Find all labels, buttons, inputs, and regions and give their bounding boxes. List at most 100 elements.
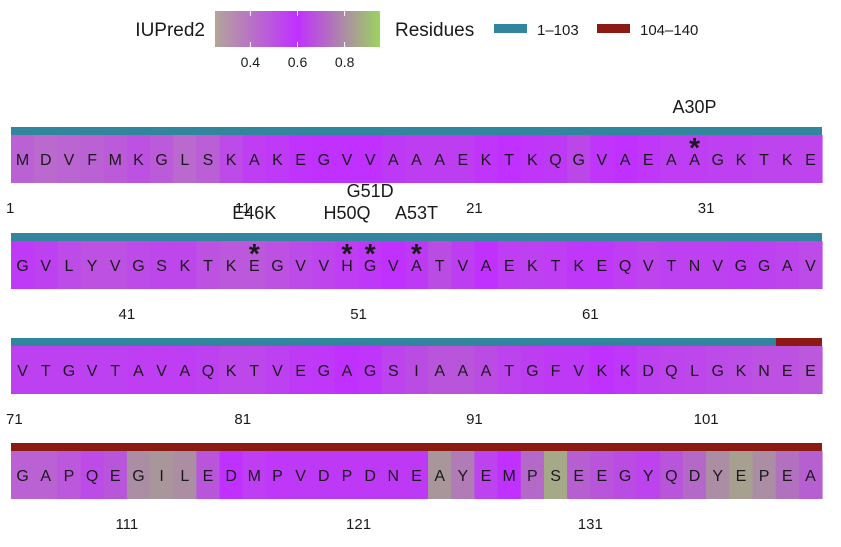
- residue-cell: [80, 241, 105, 289]
- residue-letter: G: [318, 363, 330, 380]
- legend-key-domain-1: [494, 24, 527, 33]
- residue-letter: A: [666, 152, 677, 169]
- residue-cell: [57, 451, 82, 499]
- domain-bar: [11, 233, 822, 241]
- residue-cell: [404, 346, 429, 394]
- residue-cell: [474, 135, 499, 183]
- residue-cell: [451, 241, 476, 289]
- residue-cell: [404, 135, 429, 183]
- residue-cell: [173, 346, 197, 394]
- residue-letter: P: [759, 468, 770, 485]
- residue-cell: [543, 346, 568, 394]
- residue-letter: E: [295, 363, 306, 380]
- residue-letter: V: [156, 363, 167, 380]
- residue-cell: [126, 346, 151, 394]
- residue-cell: [103, 451, 128, 499]
- residue-letter: A: [434, 468, 445, 485]
- legend-label-domain-1: 1–103: [537, 22, 579, 39]
- residues-legend-title: Residues: [395, 20, 474, 41]
- residue-cell: [34, 135, 58, 183]
- sequence-row: G V L Y V G S K T K E G V V H G V A T V A E K T K E Q V T N V G G A V41 51 6…: [11, 181, 823, 323]
- residue-letter: N: [388, 468, 400, 485]
- residue-letter: E: [597, 468, 608, 485]
- position-tick-label: 1: [6, 200, 14, 217]
- mutation-marker: *: [365, 238, 376, 269]
- residue-cell: [520, 135, 545, 183]
- residue-letter: V: [573, 363, 584, 380]
- residue-letter: Y: [712, 468, 723, 485]
- residue-letter: Q: [549, 152, 561, 169]
- residue-letter: E: [504, 258, 515, 275]
- residue-letter: G: [16, 468, 28, 485]
- residue-letter: T: [435, 258, 445, 275]
- residue-cell: [775, 451, 800, 499]
- residue-cell: [590, 346, 615, 394]
- residue-letter: V: [388, 258, 399, 275]
- residue-cell: [196, 451, 221, 499]
- residue-cell: [57, 346, 82, 394]
- residue-letter: D: [689, 468, 701, 485]
- residue-letter: G: [758, 258, 770, 275]
- position-tick-label: 51: [350, 306, 367, 323]
- residue-cell: [289, 241, 313, 289]
- residue-cell: [265, 135, 290, 183]
- residue-letter: V: [87, 363, 98, 380]
- residue-cell: [729, 135, 754, 183]
- residue-cell: [57, 135, 82, 183]
- residue-letter: A: [249, 152, 260, 169]
- residue-letter: A: [342, 363, 353, 380]
- residue-letter: K: [527, 258, 538, 275]
- residue-cell: [312, 451, 336, 499]
- residue-cell: [103, 241, 128, 289]
- residue-letter: V: [458, 258, 469, 275]
- residue-letter: F: [551, 363, 561, 380]
- mutation-label: A30P: [673, 97, 717, 117]
- residue-letter: A: [620, 152, 631, 169]
- residue-cell: [729, 346, 754, 394]
- residue-cell: [798, 451, 823, 499]
- residue-cell: [381, 451, 406, 499]
- residue-cell: [358, 451, 383, 499]
- residue-cell: [265, 451, 290, 499]
- residue-letter: G: [526, 363, 538, 380]
- residue-cell: [752, 241, 777, 289]
- residue-letter: T: [666, 258, 676, 275]
- residue-letter: I: [159, 468, 163, 485]
- residue-letter: V: [365, 152, 376, 169]
- residue-letter: K: [736, 152, 747, 169]
- residue-letter: V: [805, 258, 816, 275]
- residue-cell: [34, 346, 58, 394]
- position-tick-label: 31: [698, 200, 715, 217]
- residue-cell: [636, 451, 661, 499]
- residue-cell: [381, 241, 406, 289]
- residue-cell: [404, 451, 429, 499]
- residue-cell: [289, 451, 313, 499]
- residue-cell: [80, 135, 105, 183]
- residue-cell: [173, 241, 197, 289]
- residue-letter: G: [132, 258, 144, 275]
- residue-cell: [428, 346, 452, 394]
- sequence-row: V T G V T A V A Q K T V E G A G S I A A A T G F V K K D Q L G K N E E71 81 9…: [6, 338, 823, 428]
- domain-bar: [775, 338, 822, 346]
- residue-letter: G: [364, 258, 376, 275]
- position-tick-label: 101: [694, 411, 719, 428]
- residue-letter: E: [458, 152, 469, 169]
- residue-cell: [567, 346, 591, 394]
- residue-letter: A: [689, 152, 700, 169]
- residue-cell: [335, 135, 360, 183]
- colorbar-ticks: 0.4 0.6 0.8: [241, 11, 355, 70]
- residue-cell: [11, 135, 35, 183]
- residue-cell: [358, 135, 383, 183]
- residue-cell: [381, 346, 406, 394]
- residue-cell: [34, 241, 58, 289]
- residue-cell: [34, 451, 58, 499]
- residue-letter: V: [318, 258, 329, 275]
- residue-letter: K: [179, 258, 190, 275]
- residue-letter: H: [341, 258, 353, 275]
- residue-cell: [520, 241, 545, 289]
- colorbar: [215, 11, 380, 47]
- mutation-label: A53T: [395, 203, 438, 223]
- residue-cell: [706, 346, 730, 394]
- residue-letter: S: [203, 152, 214, 169]
- residue-letter: T: [41, 363, 51, 380]
